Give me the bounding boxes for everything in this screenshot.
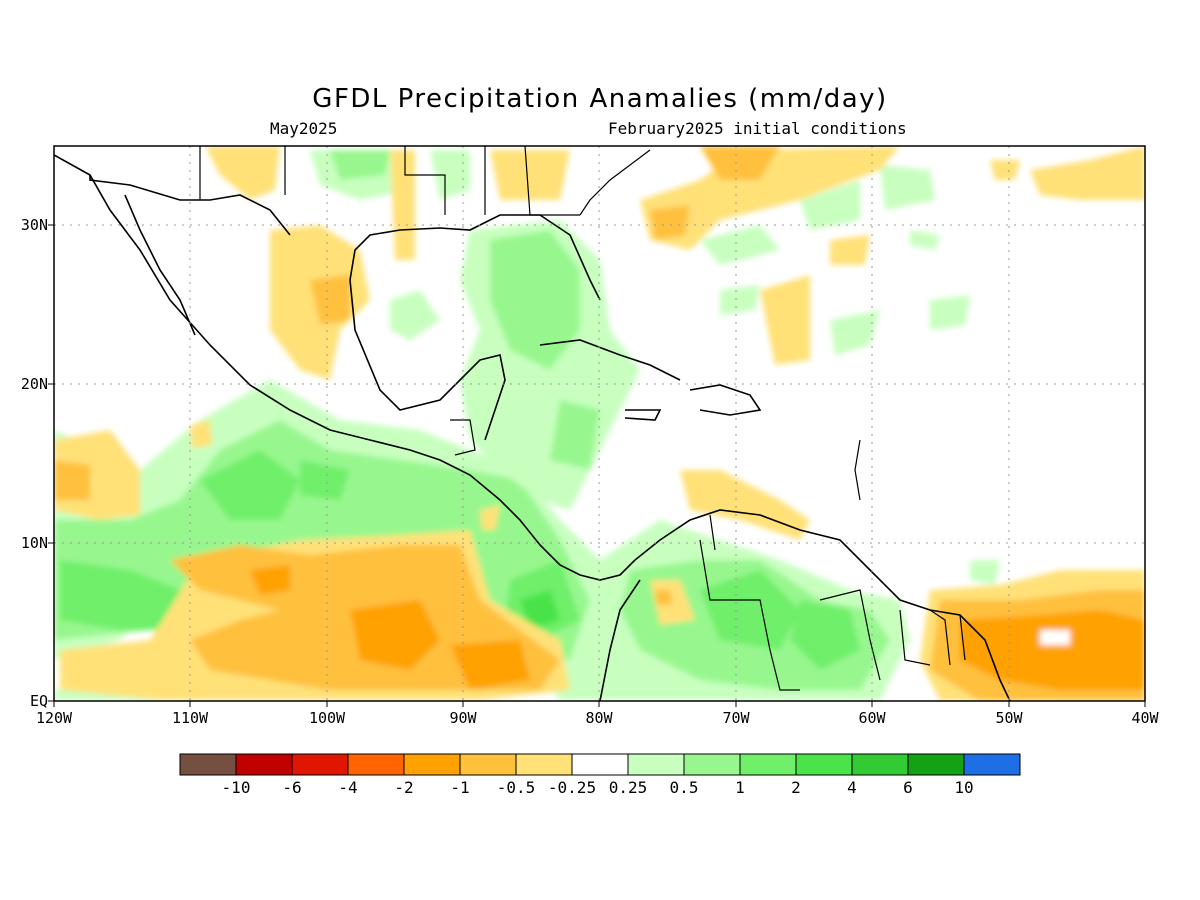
map-title: GFDL Precipitation Anamalies (mm/day) [312, 84, 888, 114]
colorbar-swatch [963, 753, 1021, 776]
lon-label: 120W [35, 709, 73, 727]
colorbar-swatch [795, 753, 853, 776]
coastlines [54, 146, 1011, 701]
colorbar-label: -1 [450, 778, 470, 797]
colorbar-swatch [907, 753, 965, 776]
colorbar-label: 2 [791, 778, 801, 797]
colorbar-swatch [627, 753, 685, 776]
lat-label: EQ [29, 692, 48, 710]
lon-label: 100W [308, 709, 346, 727]
colorbar-swatch [179, 753, 237, 776]
colorbar-swatch [571, 753, 629, 776]
initial-conditions: February2025 initial conditions [608, 119, 907, 138]
colorbar-swatch [683, 753, 741, 776]
colorbar-swatch [291, 753, 349, 776]
colorbar-label: 0.25 [608, 778, 648, 797]
lon-label: 90W [449, 709, 477, 727]
colorbar-swatch [515, 753, 573, 776]
colorbar-label: -0.25 [547, 778, 597, 797]
forecast-month: May2025 [270, 119, 338, 138]
anomaly-field [54, 146, 1145, 701]
lon-label: 80W [585, 709, 613, 727]
colorbar-label: 10 [954, 778, 974, 797]
axis-ticks [48, 224, 1146, 707]
lon-label: 40W [1131, 709, 1159, 727]
colorbar-label: 4 [847, 778, 857, 797]
lon-label: 50W [995, 709, 1023, 727]
caribbean-south-dry [680, 470, 810, 540]
colorbar-swatch [459, 753, 517, 776]
colorbar-swatch [235, 753, 293, 776]
lon-label: 70W [722, 709, 750, 727]
colorbar-swatch [347, 753, 405, 776]
lat-label: 10N [20, 534, 48, 552]
colorbar-swatch [851, 753, 909, 776]
lat-label: 30N [20, 216, 48, 234]
colorbar-label: 1 [735, 778, 745, 797]
lon-label: 60W [858, 709, 886, 727]
atlantic-dry [640, 146, 900, 250]
colorbar-label: -2 [394, 778, 414, 797]
lon-label: 110W [171, 709, 209, 727]
colorbar-label: -0.5 [496, 778, 536, 797]
lat-label: 20N [20, 375, 48, 393]
graticule [54, 146, 1145, 701]
colorbar-label: -10 [221, 778, 251, 797]
colorbar-label: -4 [338, 778, 358, 797]
colorbar-label: 0.5 [669, 778, 699, 797]
colorbar-swatch [739, 753, 797, 776]
colorbar-label: 6 [903, 778, 913, 797]
colorbar-swatch [403, 753, 461, 776]
colorbar-label: -6 [282, 778, 302, 797]
colorbar [179, 753, 1021, 776]
